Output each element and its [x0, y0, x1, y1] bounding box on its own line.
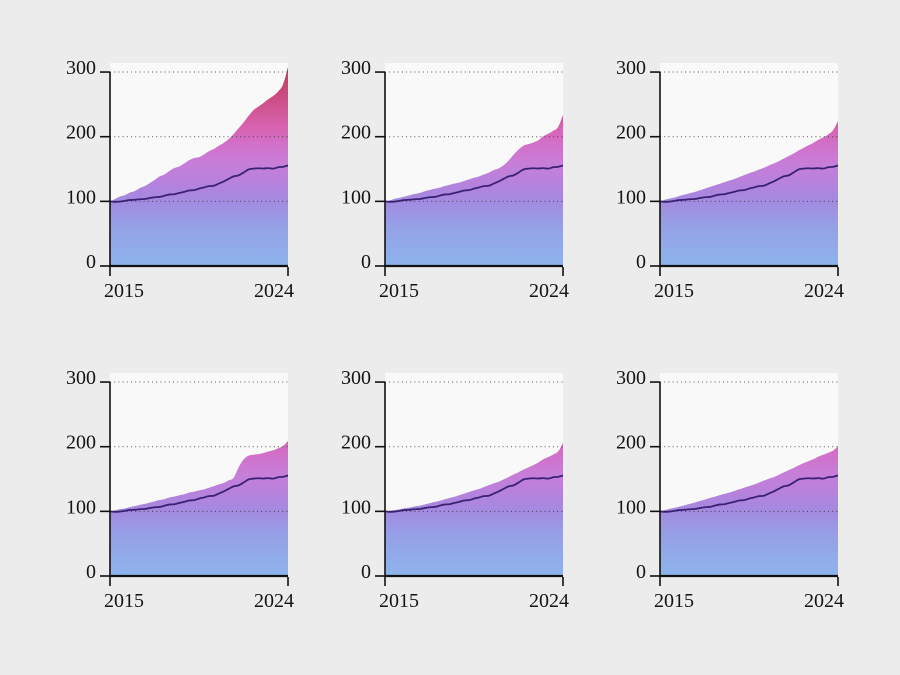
area-line-chart-3: 0 100 200 300 2015 2024 [616, 57, 844, 302]
area-line-chart-1: 0 100 200 300 2015 2024 [66, 57, 294, 302]
y-tick-label-0: 0 [361, 251, 371, 273]
chart-panel-6: 0 100 200 300 2015 2024 [610, 367, 860, 617]
chart-panel-1: 0 100 200 300 2015 2024 [60, 57, 310, 307]
y-tick-label-100: 100 [66, 186, 96, 208]
index-trend-line [110, 164, 288, 203]
y-tick-label-0: 0 [636, 561, 646, 583]
index-trend-line [110, 474, 288, 513]
y-tick-label-0: 0 [86, 561, 96, 583]
y-tick-label-300: 300 [616, 367, 646, 389]
y-tick-label-200: 200 [616, 432, 646, 454]
y-tick-label-300: 300 [66, 367, 96, 389]
area-line-chart-5: 0 100 200 300 2015 2024 [341, 367, 569, 612]
y-tick-label-100: 100 [616, 496, 646, 518]
x-tick-label-2024: 2024 [529, 280, 569, 302]
gradient-area-fill [660, 121, 838, 266]
index-trend-line [660, 474, 838, 513]
area-line-chart-2: 0 100 200 300 2015 2024 [341, 57, 569, 302]
y-tick-label-0: 0 [86, 251, 96, 273]
y-tick-label-200: 200 [341, 432, 371, 454]
x-tick-label-2024: 2024 [804, 280, 844, 302]
y-tick-label-0: 0 [636, 251, 646, 273]
chart-panel-5: 0 100 200 300 2015 2024 [335, 367, 585, 617]
gradient-area-fill [385, 114, 563, 266]
y-tick-label-0: 0 [361, 561, 371, 583]
x-tick-label-2015: 2015 [654, 590, 694, 612]
chart-panel-2: 0 100 200 300 2015 2024 [335, 57, 585, 307]
index-trend-line [385, 474, 563, 513]
y-tick-label-200: 200 [616, 122, 646, 144]
y-tick-label-200: 200 [341, 122, 371, 144]
y-tick-label-100: 100 [341, 496, 371, 518]
x-tick-label-2015: 2015 [379, 590, 419, 612]
x-tick-label-2015: 2015 [654, 280, 694, 302]
x-tick-label-2015: 2015 [104, 590, 144, 612]
y-tick-label-200: 200 [66, 432, 96, 454]
chart-panel-4: 0 100 200 300 2015 2024 [60, 367, 310, 617]
chart-panel-3: 0 100 200 300 2015 2024 [610, 57, 860, 307]
index-trend-line [385, 164, 563, 203]
y-tick-label-100: 100 [341, 186, 371, 208]
index-trend-line [660, 164, 838, 203]
y-tick-label-300: 300 [341, 367, 371, 389]
x-tick-label-2015: 2015 [379, 280, 419, 302]
area-line-chart-6: 0 100 200 300 2015 2024 [616, 367, 844, 612]
gradient-area-fill [110, 66, 288, 266]
y-tick-label-200: 200 [66, 122, 96, 144]
y-tick-label-100: 100 [66, 496, 96, 518]
y-tick-label-300: 300 [341, 57, 371, 79]
y-tick-label-300: 300 [66, 57, 96, 79]
x-tick-label-2024: 2024 [254, 590, 294, 612]
x-tick-label-2015: 2015 [104, 280, 144, 302]
y-tick-label-300: 300 [616, 57, 646, 79]
gradient-area-fill [385, 443, 563, 576]
area-line-chart-4: 0 100 200 300 2015 2024 [66, 367, 294, 612]
gradient-area-fill [110, 440, 288, 576]
x-tick-label-2024: 2024 [529, 590, 569, 612]
y-tick-label-100: 100 [616, 186, 646, 208]
x-tick-label-2024: 2024 [804, 590, 844, 612]
x-tick-label-2024: 2024 [254, 280, 294, 302]
